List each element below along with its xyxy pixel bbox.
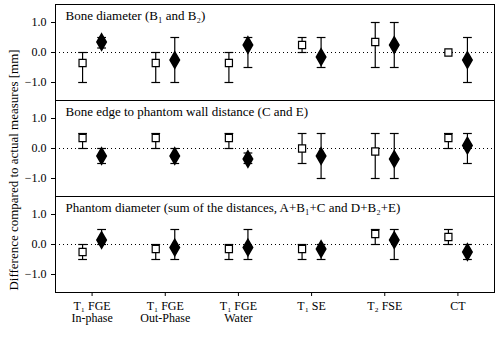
html-text:Difference compared to actual: Difference compared to actual measures […: [6, 49, 21, 291]
svg-text:T₁ FGEIn-phase: T₁ FGEIn-phase: [71, 299, 112, 325]
svg-text:T₁ SE: T₁ SE: [297, 299, 326, 313]
svg-text:T₁ FGEOut-Phase: T₁ FGEOut-Phase: [140, 299, 190, 325]
svg-text:Phantom diameter (sum of the d: Phantom diameter (sum of the distances, …: [66, 200, 401, 215]
svg-text:Bone edge to phantom wall dist: Bone edge to phantom wall distance (C an…: [66, 104, 309, 119]
svg-text:Bone diameter (B₁ and B₂): Bone diameter (B₁ and B₂): [66, 8, 206, 23]
svg-text:−1.0: −1.0: [25, 75, 47, 89]
svg-text:CT: CT: [450, 299, 466, 313]
svg-text:T₁ FGEWater: T₁ FGEWater: [220, 299, 257, 325]
svg-text:1.0: 1.0: [32, 207, 47, 221]
svg-text:1.0: 1.0: [32, 111, 47, 125]
svg-text:0.0: 0.0: [32, 237, 47, 251]
svg-text:0.0: 0.0: [32, 45, 47, 59]
svg-text:1.0: 1.0: [32, 15, 47, 29]
svg-text:−1.0: −1.0: [25, 267, 47, 281]
svg-text:−1.0: −1.0: [25, 171, 47, 185]
svg-text:0.0: 0.0: [32, 141, 47, 155]
svg-text:T₂ FSE: T₂ FSE: [367, 299, 402, 313]
